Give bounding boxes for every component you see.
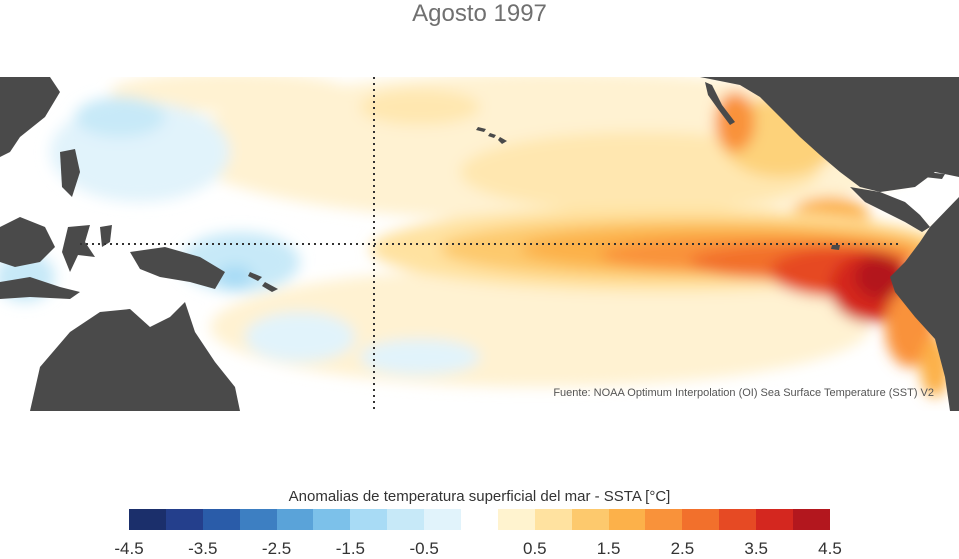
land-asia [0,77,60,157]
colorbar-swatch [129,509,166,530]
data-source-note: Fuente: NOAA Optimum Interpolation (OI) … [553,387,934,399]
colorbar-swatch [682,509,720,530]
colorbar-tick-label: -2.5 [261,539,292,558]
colorbar-swatch [313,509,351,530]
land-north-america [700,77,959,192]
colorbar [129,509,830,530]
land-australia [30,302,240,411]
colorbar-tick-label: -0.5 [409,539,439,558]
colorbar-tick-label: 1.5 [596,539,621,558]
colorbar-swatch [461,509,498,530]
colorbar-tick-label: 2.5 [670,539,695,558]
colorbar-tick-labels: -4.5 -3.5 -2.5 -1.5 -0.5 0.5 1.5 2.5 3.5 4.5 [114,539,841,559]
colorbar-tick-label: 4.5 [818,539,842,558]
colorbar-tick-label: 0.5 [523,539,547,558]
colorbar-title: Anomalias de temperatura superficial del… [288,488,671,505]
colorbar-tick-label: -4.5 [114,539,144,558]
colorbar-swatch [497,509,535,530]
colorbar-tick-label: 3.5 [744,539,769,558]
land-halmahera [100,225,112,247]
land-masses [0,77,959,411]
land-baja-california [705,82,735,125]
land-indonesia-islands [0,277,80,299]
land-central-america [850,187,930,232]
colorbar-swatch [165,509,203,530]
colorbar-swatch [793,509,830,530]
colorbar-swatch [239,509,277,530]
land-hawaii [476,127,507,144]
colorbar-tick-label: -3.5 [188,539,218,558]
colorbar-swatch [387,509,425,530]
land-sulawesi [62,225,95,272]
land-south-america [890,197,959,411]
sst-anomaly-field [0,77,950,397]
land-new-guinea [130,247,225,289]
land-borneo [0,217,55,267]
land-galapagos [831,245,840,250]
colorbar-swatch [608,509,646,530]
colorbar-swatch [202,509,240,530]
colorbar-swatch [756,509,794,530]
colorbar-swatch [571,509,609,530]
colorbar-tick-label: -1.5 [335,539,366,558]
land-solomons [248,272,278,292]
land-hispaniola [924,172,945,179]
colorbar-swatch [276,509,314,530]
land-cuba [878,162,920,172]
map-title: Agosto 1997 [412,0,547,27]
colorbar-swatch [719,509,757,530]
colorbar-swatch [534,509,572,530]
sst-anomaly-map [0,77,959,411]
colorbar-swatch [645,509,683,530]
land-philippines [60,149,80,197]
colorbar-swatch [424,509,462,530]
colorbar-swatch [350,509,388,530]
